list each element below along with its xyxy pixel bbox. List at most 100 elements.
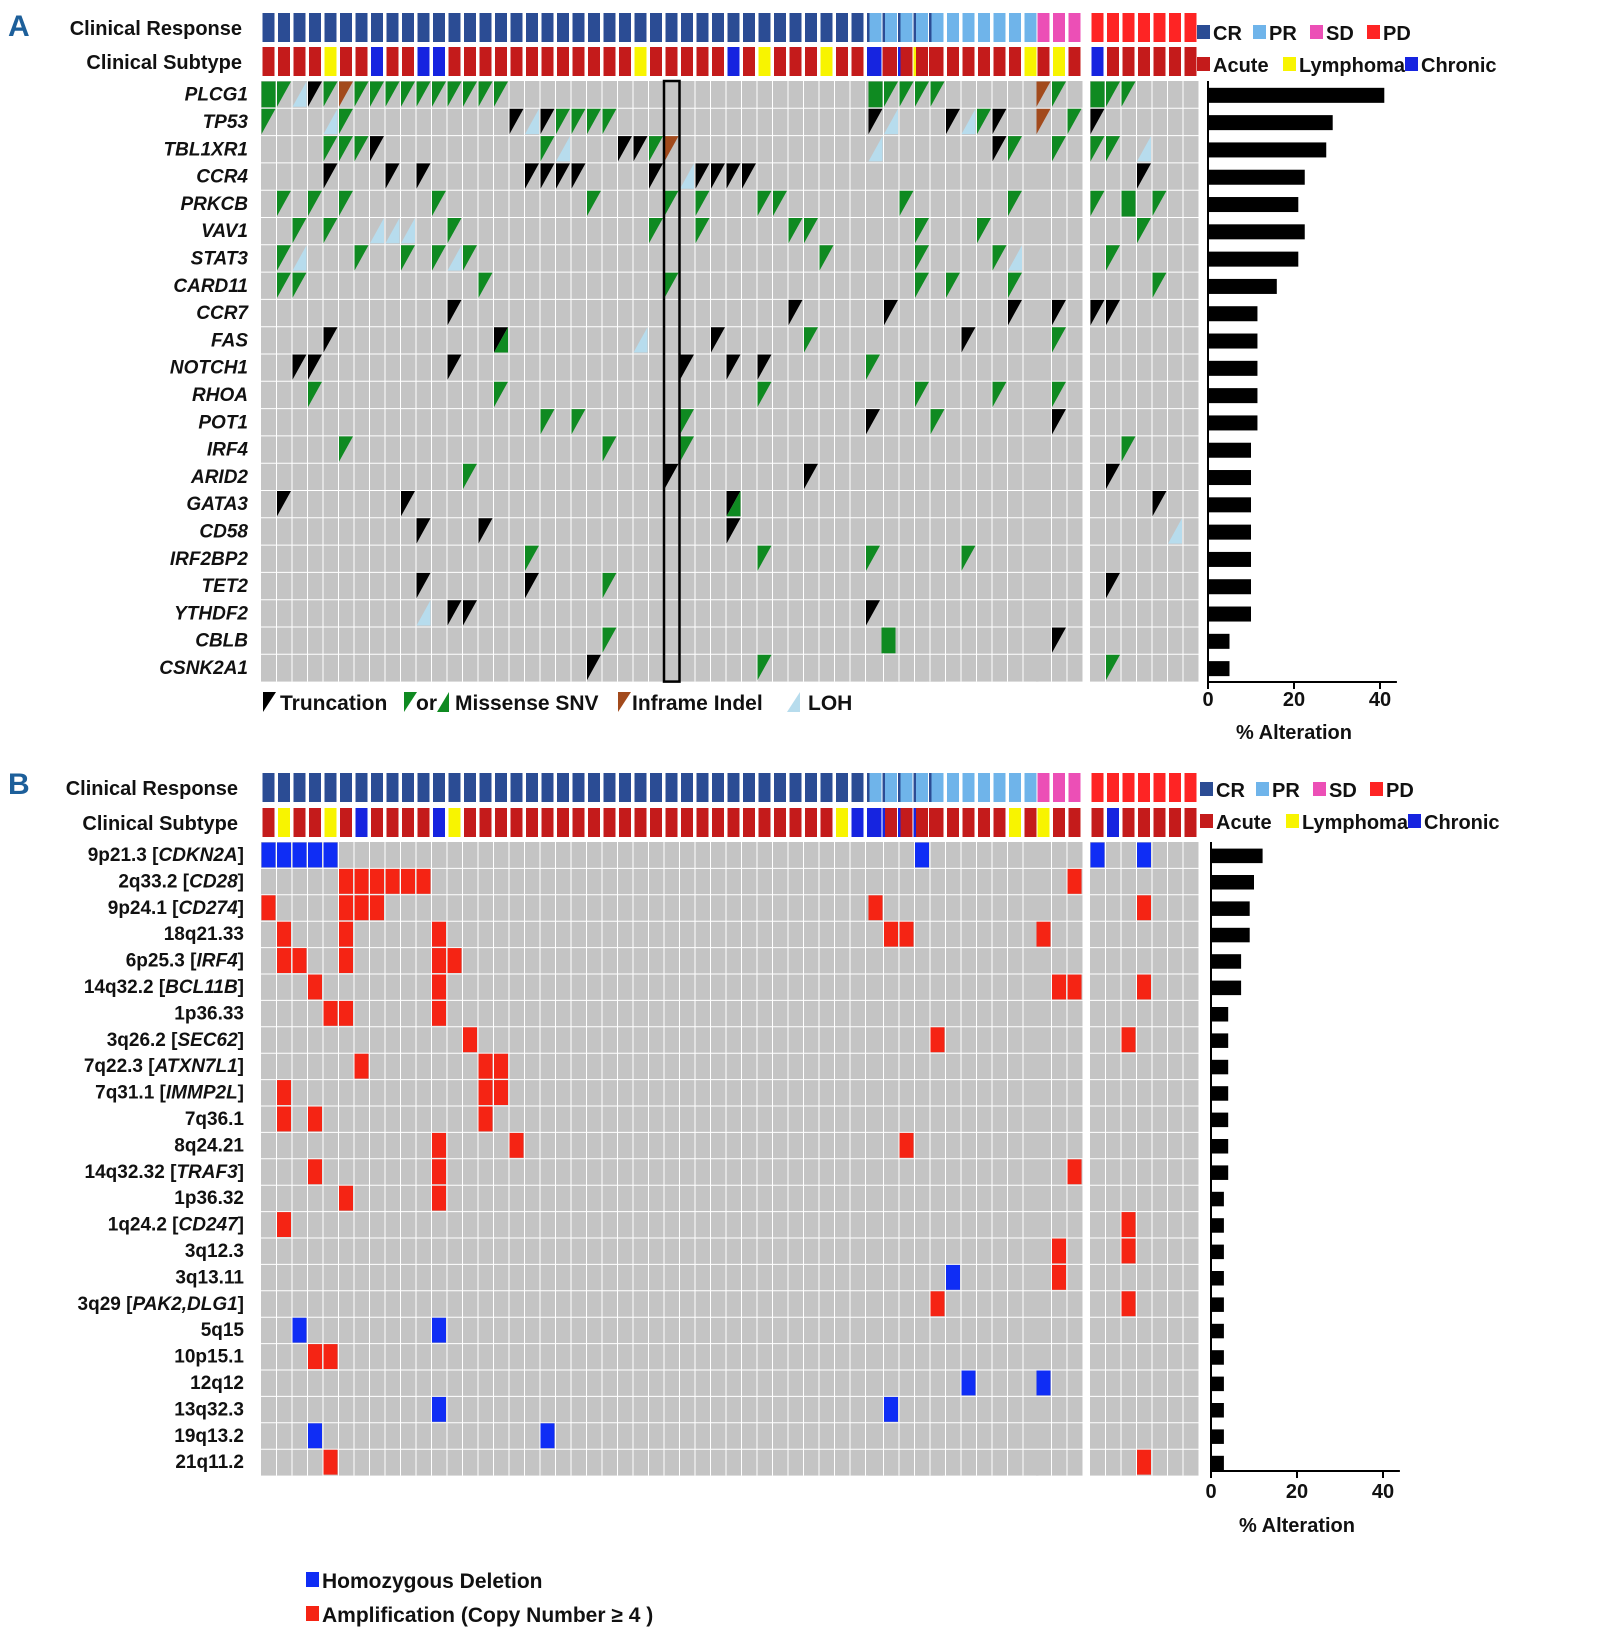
missense-mark: [1137, 218, 1151, 244]
amplification-mark: [1067, 974, 1082, 1000]
subtype-cell: [1184, 47, 1197, 76]
subtype-cell: [603, 47, 616, 76]
subtype-cell: [978, 47, 990, 76]
subtype-cell: [1068, 808, 1081, 837]
legend-missense-label: Missense SNV: [455, 692, 599, 715]
missense-double-mark: [1090, 81, 1105, 108]
missense-mark: [695, 190, 710, 216]
truncation-mark: [1008, 299, 1022, 326]
cytoband-name: 3q12.3: [185, 1241, 244, 1262]
response-cell: [869, 773, 882, 802]
subtype-cell: [309, 808, 321, 837]
missense-mark: [1106, 654, 1120, 681]
response-cell: [789, 13, 802, 42]
truncation-mark: [711, 327, 725, 353]
cytoband-gene: TRAF3: [176, 1162, 238, 1183]
legend-label-acute: Acute: [1213, 55, 1269, 77]
subtype-cell: [634, 808, 647, 837]
response-cell: [851, 773, 864, 802]
amplification-mark: [354, 895, 369, 921]
subtype-cell: [526, 47, 538, 76]
response-cell: [278, 773, 290, 802]
legend-swatch-pr: [1253, 25, 1266, 39]
indel-mark: [339, 81, 353, 107]
subtype-cell: [650, 808, 662, 837]
truncation-mark: [742, 163, 756, 189]
response-cell: [572, 13, 585, 42]
subtype-cell: [433, 47, 445, 76]
missense-mark: [1152, 272, 1167, 298]
missense-mark: [915, 272, 929, 298]
cytoband-name: 7q22.3 [: [84, 1056, 155, 1077]
alteration-bar: [1211, 1271, 1224, 1286]
subtype-cell: [727, 47, 740, 76]
missense-mark: [977, 108, 991, 135]
cytoband-bracket: ]: [238, 977, 244, 998]
missense-mark: [540, 136, 555, 162]
truncation-mark: [946, 108, 960, 135]
missense-mark: [757, 190, 772, 216]
response-cell: [1153, 773, 1166, 802]
loh-mark: [1008, 245, 1022, 271]
response-cell: [557, 13, 569, 42]
deletion-mark: [261, 842, 276, 868]
legend-label-cr: CR: [1213, 23, 1242, 45]
truncation-mark: [757, 354, 772, 380]
amplification-mark: [261, 895, 276, 921]
response-cell: [727, 773, 740, 802]
missense-mark: [432, 81, 446, 107]
cytoband-bracket: ]: [238, 1056, 244, 1077]
response-cell: [324, 773, 337, 802]
subtype-cell: [479, 808, 492, 837]
track-label-response: Clinical Response: [66, 778, 238, 800]
amplification-mark: [1052, 974, 1066, 1000]
deletion-mark: [1137, 842, 1151, 868]
amplification-mark: [277, 1080, 291, 1105]
subtype-cell: [665, 808, 678, 837]
gene-label: VAV1: [201, 221, 248, 242]
subtype-cell: [712, 47, 724, 76]
subtype-cell: [293, 808, 306, 837]
subtype-cell: [869, 808, 882, 837]
legend-swatch-cr: [1200, 782, 1213, 796]
legend-swatch-acute: [1200, 814, 1213, 828]
truncation-mark: [556, 163, 570, 189]
missense-mark: [664, 272, 679, 298]
amplification-mark: [308, 1106, 322, 1132]
legend-swatch-pr: [1256, 782, 1269, 796]
deletion-mark: [292, 1317, 307, 1343]
missense-double-mark: [1121, 190, 1136, 217]
response-cell: [417, 773, 430, 802]
missense-mark: [339, 190, 353, 216]
subtype-cell: [1138, 808, 1150, 837]
missense-mark: [463, 245, 477, 271]
missense-mark: [308, 381, 322, 408]
missense-mark: [773, 190, 787, 216]
missense-mark: [277, 272, 291, 298]
response-cell: [495, 13, 507, 42]
subtype-cell: [900, 808, 913, 837]
missense-mark: [819, 245, 834, 271]
missense-mark: [788, 218, 803, 244]
track-label-response: Clinical Response: [70, 18, 242, 40]
loh-mark: [370, 218, 384, 244]
loh-mark: [292, 245, 307, 271]
amplification-mark: [930, 1291, 945, 1317]
legend-label-pd: PD: [1383, 23, 1411, 45]
response-cell: [572, 773, 585, 802]
amplification-mark: [494, 1053, 508, 1079]
missense-mark: [915, 218, 929, 244]
amplification-mark: [308, 974, 322, 1000]
subtype-cell: [743, 47, 755, 76]
loh-mark: [323, 108, 338, 135]
response-cell: [433, 773, 445, 802]
cytoband-label: 7q31.1 [IMMP2L]: [95, 1083, 244, 1104]
legend-swatch-sd: [1313, 782, 1326, 796]
truncation-mark: [726, 518, 741, 544]
missense-mark: [401, 245, 415, 271]
response-cell: [1169, 773, 1181, 802]
legend-label-lymphoma: Lymphoma: [1302, 812, 1409, 834]
truncation-mark: [1106, 463, 1120, 489]
truncation-mark: [416, 572, 431, 599]
amplification-mark: [432, 921, 446, 947]
